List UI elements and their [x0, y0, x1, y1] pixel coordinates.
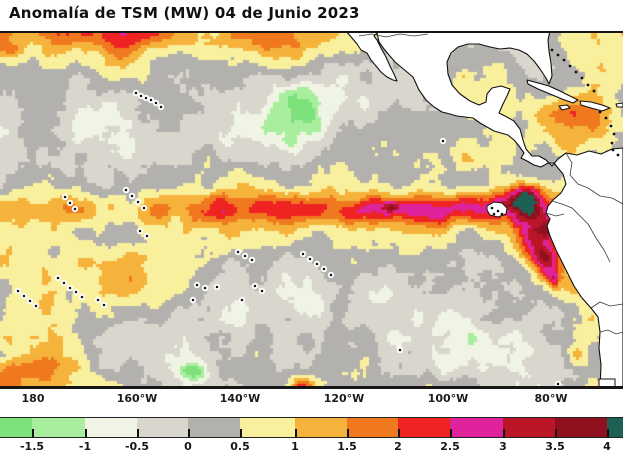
colorbar-label--1.5: -1.5: [19, 440, 45, 453]
colorbar-label-3: 3: [499, 440, 507, 453]
colorbar-segment-1: [32, 418, 85, 437]
map-title: Anomalía de TSM (MW) 04 de Junio 2023: [9, 4, 360, 22]
lon-tick-label-160w: 160°W: [116, 392, 158, 405]
colorbar-segment-5: [240, 418, 295, 437]
colorbar-tick-labels: -1.5 -1 -0.5 0 0.5 1 1.5 2 2.5 3 3.5 4: [0, 440, 623, 455]
colorbar-tick: [85, 429, 87, 437]
colorbar-segment-8: [398, 418, 450, 437]
colorbar-tick: [295, 429, 297, 437]
colorbar-segment-6: [295, 418, 347, 437]
colorbar-segment-11: [555, 418, 607, 437]
colorbar-label-0: 0: [184, 440, 192, 453]
colorbar-segment-4: [188, 418, 240, 437]
colorbar-segment-10: [503, 418, 555, 437]
colorbar-label--0.5: -0.5: [124, 440, 150, 453]
colorbar-tick: [240, 429, 242, 437]
colorbar-segment-3: [137, 418, 188, 437]
colorbar-label--1: -1: [78, 440, 92, 453]
colorbar-label-0.5: 0.5: [230, 440, 250, 453]
colorbar-label-4: 4: [603, 440, 611, 453]
colorbar-tick: [450, 429, 452, 437]
colorbar-label-2: 2: [394, 440, 402, 453]
colorbar-segment-0: [0, 418, 32, 437]
colorbar-tick: [607, 429, 609, 437]
colorbar-tick: [398, 429, 400, 437]
map-region: [0, 31, 623, 389]
anomaly-canvas: [0, 33, 623, 386]
lon-tick-label-80w: 80°W: [534, 392, 568, 405]
colorbar-tick: [137, 429, 139, 437]
colorbar-label-2.5: 2.5: [440, 440, 460, 453]
lon-tick-label-120w: 120°W: [323, 392, 365, 405]
colorbar-label-3.5: 3.5: [545, 440, 565, 453]
lon-tick-label-140w: 140°W: [219, 392, 261, 405]
colorbar: [0, 417, 623, 438]
colorbar-label-1.5: 1.5: [337, 440, 357, 453]
lon-tick-label-100w: 100°W: [427, 392, 469, 405]
lon-tick-label-180: 180: [21, 392, 45, 405]
colorbar-segment-12: [607, 418, 623, 437]
longitude-axis: 180 160°W 140°W 120°W 100°W 80°W: [0, 392, 623, 408]
colorbar-label-1: 1: [291, 440, 299, 453]
colorbar-tick: [503, 429, 505, 437]
colorbar-tick: [32, 429, 34, 437]
colorbar-segment-9: [450, 418, 503, 437]
colorbar-tick: [188, 429, 190, 437]
colorbar-segment-7: [347, 418, 398, 437]
colorbar-tick: [555, 429, 557, 437]
colorbar-tick: [347, 429, 349, 437]
colorbar-segment-2: [85, 418, 137, 437]
